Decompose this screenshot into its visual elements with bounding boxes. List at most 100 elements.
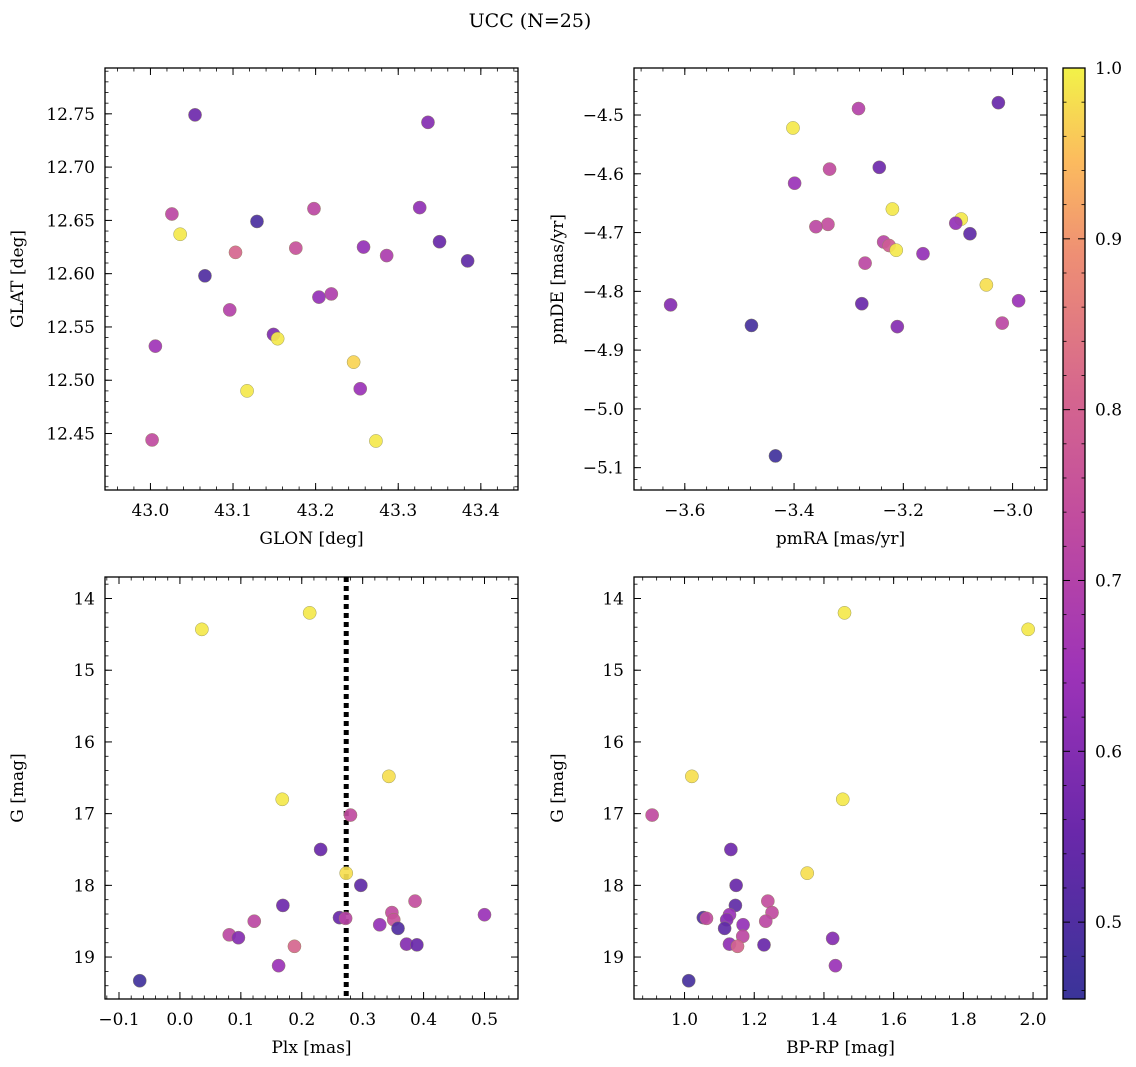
data-point — [685, 769, 699, 784]
x-tick-label: 1.6 — [880, 1010, 907, 1030]
y-tick-label: 12.50 — [46, 371, 95, 391]
data-point — [312, 290, 326, 304]
x-tick-label: 43.2 — [297, 501, 335, 521]
data-point — [432, 234, 447, 249]
data-point — [855, 296, 869, 311]
data-point — [736, 917, 750, 932]
x-axis-label: BP-RP [mag] — [786, 1038, 895, 1058]
data-point — [307, 201, 321, 216]
colorbar: 0.5 0.6 0.7 0.8 0.9 1.0 — [1062, 59, 1122, 1000]
data-point — [313, 842, 328, 857]
data-point — [408, 894, 422, 908]
panels: 43.0 43.1 43.2 43.3 43.4 12.45 12.50 12.55 12.60… — [8, 67, 1048, 1058]
data-point — [995, 316, 1010, 330]
data-point — [1021, 622, 1035, 637]
panel-bprp-g: 1.0 1.2 1.4 1.6 1.8 2.0 14 15 16 17 18 19 BP-RP [mag… — [548, 576, 1048, 1058]
y-tick-label: 16 — [602, 733, 624, 753]
y-tick-label: −4.5 — [583, 106, 624, 126]
y-tick-label: 15 — [602, 661, 624, 681]
y-tick-label: 18 — [73, 876, 95, 896]
data-point — [768, 449, 783, 463]
panel-glon-glat: 43.0 43.1 43.2 43.3 43.4 12.45 12.50 12.55 12.60… — [8, 67, 519, 549]
data-point — [412, 200, 427, 215]
data-point — [165, 207, 179, 221]
data-point — [699, 911, 714, 926]
data-point — [851, 101, 866, 116]
y-tick-label: −4.8 — [583, 282, 624, 302]
colorbar-tick-label: 0.6 — [1095, 742, 1122, 762]
y-tick-label: 19 — [73, 948, 95, 968]
colorbar-tick-label: 0.5 — [1095, 913, 1122, 933]
axes-frame — [104, 576, 519, 1000]
data-point — [729, 878, 743, 893]
colorbar-tick-label: 0.8 — [1095, 401, 1122, 421]
colorbar-tick-label: 0.7 — [1095, 571, 1122, 591]
data-point — [761, 894, 775, 908]
y-tick-label: 16 — [73, 733, 95, 753]
data-point — [828, 958, 843, 973]
data-point — [338, 911, 353, 926]
data-point — [324, 287, 339, 301]
plot-area — [645, 606, 1035, 988]
data-point — [240, 384, 254, 398]
y-tick-label: −4.9 — [583, 341, 624, 361]
x-tick-label: 43.4 — [462, 501, 500, 521]
x-axis-label: pmRA [mas/yr] — [776, 529, 905, 549]
data-point — [821, 217, 835, 232]
data-point — [809, 219, 823, 234]
data-point — [275, 792, 290, 807]
data-point — [391, 921, 405, 936]
data-point — [786, 121, 800, 135]
y-tick-label: 17 — [73, 805, 95, 825]
data-point — [343, 808, 358, 822]
data-point — [379, 248, 394, 263]
data-point — [356, 240, 371, 254]
x-tick-label: 0.5 — [471, 1010, 498, 1030]
data-point — [787, 176, 802, 190]
x-tick-label: −3.2 — [883, 501, 924, 521]
y-tick-label: 18 — [602, 876, 624, 896]
y-tick-label: 12.45 — [46, 425, 95, 445]
axes-frame — [633, 67, 1048, 491]
y-axis-label: G [mag] — [548, 753, 568, 822]
data-point — [421, 115, 435, 130]
y-tick-label: −5.0 — [583, 400, 624, 420]
data-point — [228, 245, 243, 260]
y-tick-label: 12.70 — [46, 158, 95, 178]
data-point — [948, 216, 963, 230]
data-point — [173, 227, 187, 242]
y-axis-label: G [mag] — [8, 753, 28, 822]
data-point — [1011, 293, 1026, 308]
data-point — [132, 973, 147, 988]
data-point — [645, 808, 659, 822]
data-point — [369, 434, 383, 448]
y-tick-label: −5.1 — [583, 459, 624, 479]
x-tick-label: −0.1 — [98, 1010, 139, 1030]
data-point — [346, 355, 361, 369]
x-tick-label: 43.3 — [379, 501, 417, 521]
data-point — [979, 278, 994, 292]
data-point — [460, 254, 475, 268]
plot-area — [132, 577, 492, 999]
data-point — [822, 162, 837, 176]
x-tick-label: 43.1 — [214, 501, 252, 521]
x-tick-label: −3.0 — [992, 501, 1033, 521]
x-tick-label: −3.4 — [773, 501, 814, 521]
x-axis-label: GLON [deg] — [259, 529, 363, 549]
colorbar-tick-label: 1.0 — [1095, 59, 1122, 79]
plot-area — [145, 108, 475, 448]
x-tick-label: 1.2 — [741, 1010, 768, 1030]
x-axis-label: Plx [mas] — [271, 1038, 351, 1058]
data-point — [276, 898, 290, 913]
data-point — [410, 938, 424, 952]
data-point — [353, 381, 368, 396]
x-tick-label: 0.0 — [166, 1010, 193, 1030]
y-tick-label: −4.6 — [583, 165, 624, 185]
x-tick-label: −3.6 — [664, 501, 705, 521]
data-point — [663, 298, 678, 312]
x-tick-label: 0.4 — [410, 1010, 437, 1030]
data-point — [858, 256, 872, 270]
data-point — [724, 842, 738, 857]
x-tick-label: 43.0 — [132, 501, 170, 521]
